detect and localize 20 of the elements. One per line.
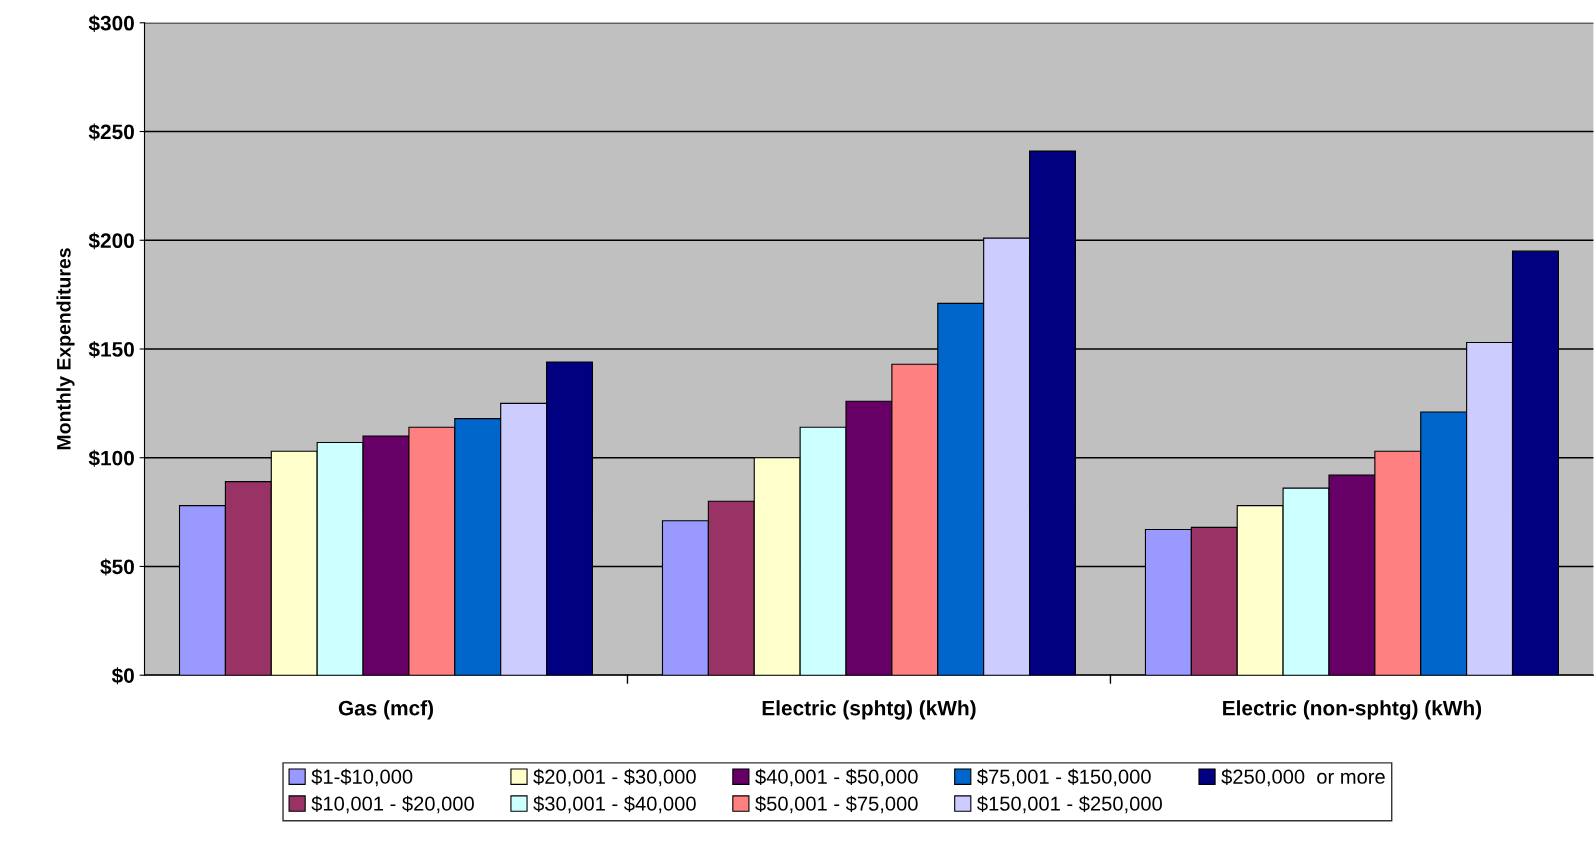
y-tick-label: $300 <box>88 14 134 32</box>
legend-label: $75,001 - $150,000 <box>977 768 1151 787</box>
y-tick-label: $150 <box>88 341 134 359</box>
legend-label: $150,001 - $250,000 <box>977 795 1162 814</box>
y-axis-title: Monthly Expenditures <box>56 248 75 450</box>
legend-label: $40,001 - $50,000 <box>755 768 918 787</box>
y-tick-label: $50 <box>100 558 134 576</box>
y-tick-label: $100 <box>88 449 134 467</box>
legend-label: $50,001 - $75,000 <box>755 795 918 814</box>
y-tick-label: $0 <box>111 667 134 685</box>
x-tick-label: Electric (sphtg) (kWh) <box>762 700 976 720</box>
legend-label: $20,001 - $30,000 <box>533 768 696 787</box>
x-tick-label: Gas (mcf) <box>338 700 433 720</box>
legend-label: $1-$10,000 <box>311 768 413 787</box>
y-tick-label: $200 <box>88 232 134 250</box>
legend-label: $250,000 or more <box>1221 768 1385 787</box>
y-tick-label: $250 <box>88 123 134 141</box>
legend-label: $10,001 - $20,000 <box>311 795 474 814</box>
legend-label: $30,001 - $40,000 <box>533 795 696 814</box>
x-tick-label: Electric (non-sphtg) (kWh) <box>1223 700 1482 720</box>
